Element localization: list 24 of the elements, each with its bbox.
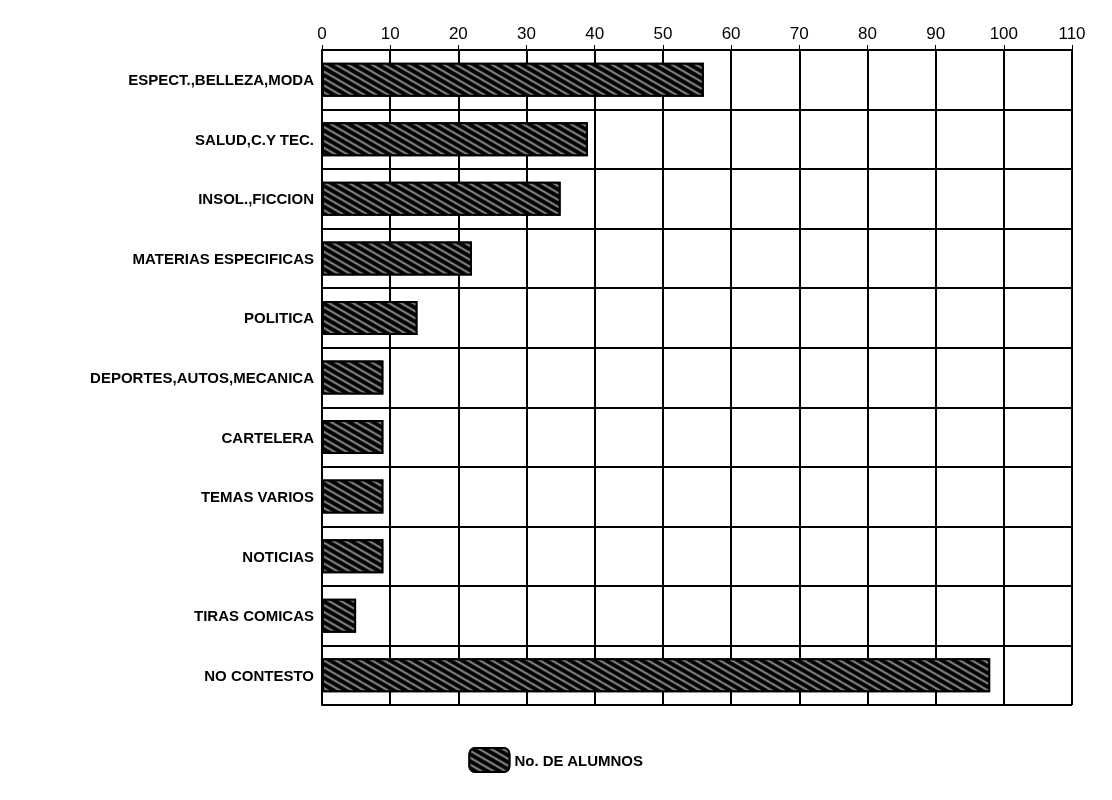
y-tick-label: DEPORTES,AUTOS,MECANICA [90,369,315,386]
y-tick-label: CARTELERA [221,428,315,446]
x-tick-label: 40 [585,24,605,43]
x-tick-label: 90 [926,24,946,43]
y-tick-label: POLITICA [244,309,315,327]
x-tick-label: 0 [317,24,327,43]
y-tick-label: NO CONTESTO [204,666,315,684]
y-tick-label: TEMAS VARIOS [200,488,314,506]
y-tick-label: MATERIAS ESPECIFICAS [132,249,314,267]
legend-label: No. DE ALUMNOS [514,751,644,769]
x-tick-label: 20 [448,24,468,43]
x-tick-label: 110 [1058,24,1086,43]
x-tick-label: 100 [989,24,1019,43]
y-tick-label: ESPECT.,BELLEZA,MODA [128,71,315,89]
x-tick-label: 60 [721,24,741,43]
y-tick-label: TIRAS COMICAS [194,607,314,625]
y-tick-label: INSOL.,FICCION [198,190,314,208]
y-tick-label: SALUD,C.Y TEC. [195,130,314,148]
x-tick-label: 80 [857,24,877,43]
x-tick-label: 30 [517,24,537,43]
y-tick-label: NOTICIAS [242,547,314,565]
x-tick-label: 70 [789,24,809,43]
x-tick-label: 10 [380,24,400,43]
x-tick-label: 50 [653,24,673,43]
